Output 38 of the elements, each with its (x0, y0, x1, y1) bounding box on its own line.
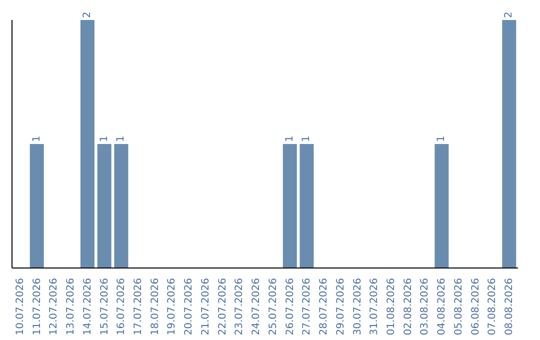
x-tick-label: 12.07.2026 (48, 278, 60, 336)
x-tick-label: 16.07.2026 (116, 278, 128, 336)
data-label: 1 (31, 136, 42, 142)
x-tick-label: 25.07.2026 (268, 278, 279, 336)
data-label: 2 (504, 12, 515, 18)
x-tick-label: 19.07.2026 (166, 278, 178, 336)
x-tick-label: 29.07.2026 (335, 278, 346, 336)
x-tick-label: 11.07.2026 (32, 278, 43, 336)
x-tick-label: 31.07.2026 (369, 278, 380, 336)
x-tick-label: 04.08.2026 (436, 278, 448, 336)
x-tick-label: 21.07.2026 (200, 278, 212, 336)
x-tick-label: 02.08.2026 (402, 278, 414, 336)
data-label: 1 (98, 136, 110, 142)
x-tick-label: 23.07.2026 (234, 278, 246, 336)
data-label: 1 (301, 136, 312, 142)
x-tick-label: 07.08.2026 (487, 278, 498, 336)
x-tick-label: 13.07.2026 (66, 278, 77, 336)
x-tick-label: 26.07.2026 (284, 278, 296, 336)
data-label: 1 (116, 136, 127, 142)
x-tick-label: 10.07.2026 (14, 278, 26, 336)
x-tick-label: 28.07.2026 (318, 278, 330, 336)
x-tick-label: 20.07.2026 (184, 278, 195, 336)
x-tick-label: 27.07.2026 (302, 278, 313, 336)
x-tick-label: 08.08.2026 (504, 278, 516, 336)
data-label: 2 (82, 12, 93, 18)
x-tick-label: 24.07.2026 (251, 278, 262, 336)
x-tick-label: 30.07.2026 (352, 278, 364, 336)
x-tick-label: 14.07.2026 (82, 278, 94, 336)
data-label: 1 (436, 136, 448, 142)
x-tick-label: 01.08.2026 (386, 278, 397, 336)
x-tick-label: 18.07.2026 (150, 278, 161, 336)
x-tick-label: 05.08.2026 (453, 278, 464, 336)
x-tick-label: 17.07.2026 (133, 278, 144, 336)
x-tick-label: 03.08.2026 (420, 278, 431, 336)
x-tick-label: 22.07.2026 (217, 278, 228, 336)
x-tick-label: 15.07.2026 (99, 278, 110, 336)
data-label: 1 (284, 136, 296, 142)
x-tick-label: 06.08.2026 (470, 278, 482, 336)
